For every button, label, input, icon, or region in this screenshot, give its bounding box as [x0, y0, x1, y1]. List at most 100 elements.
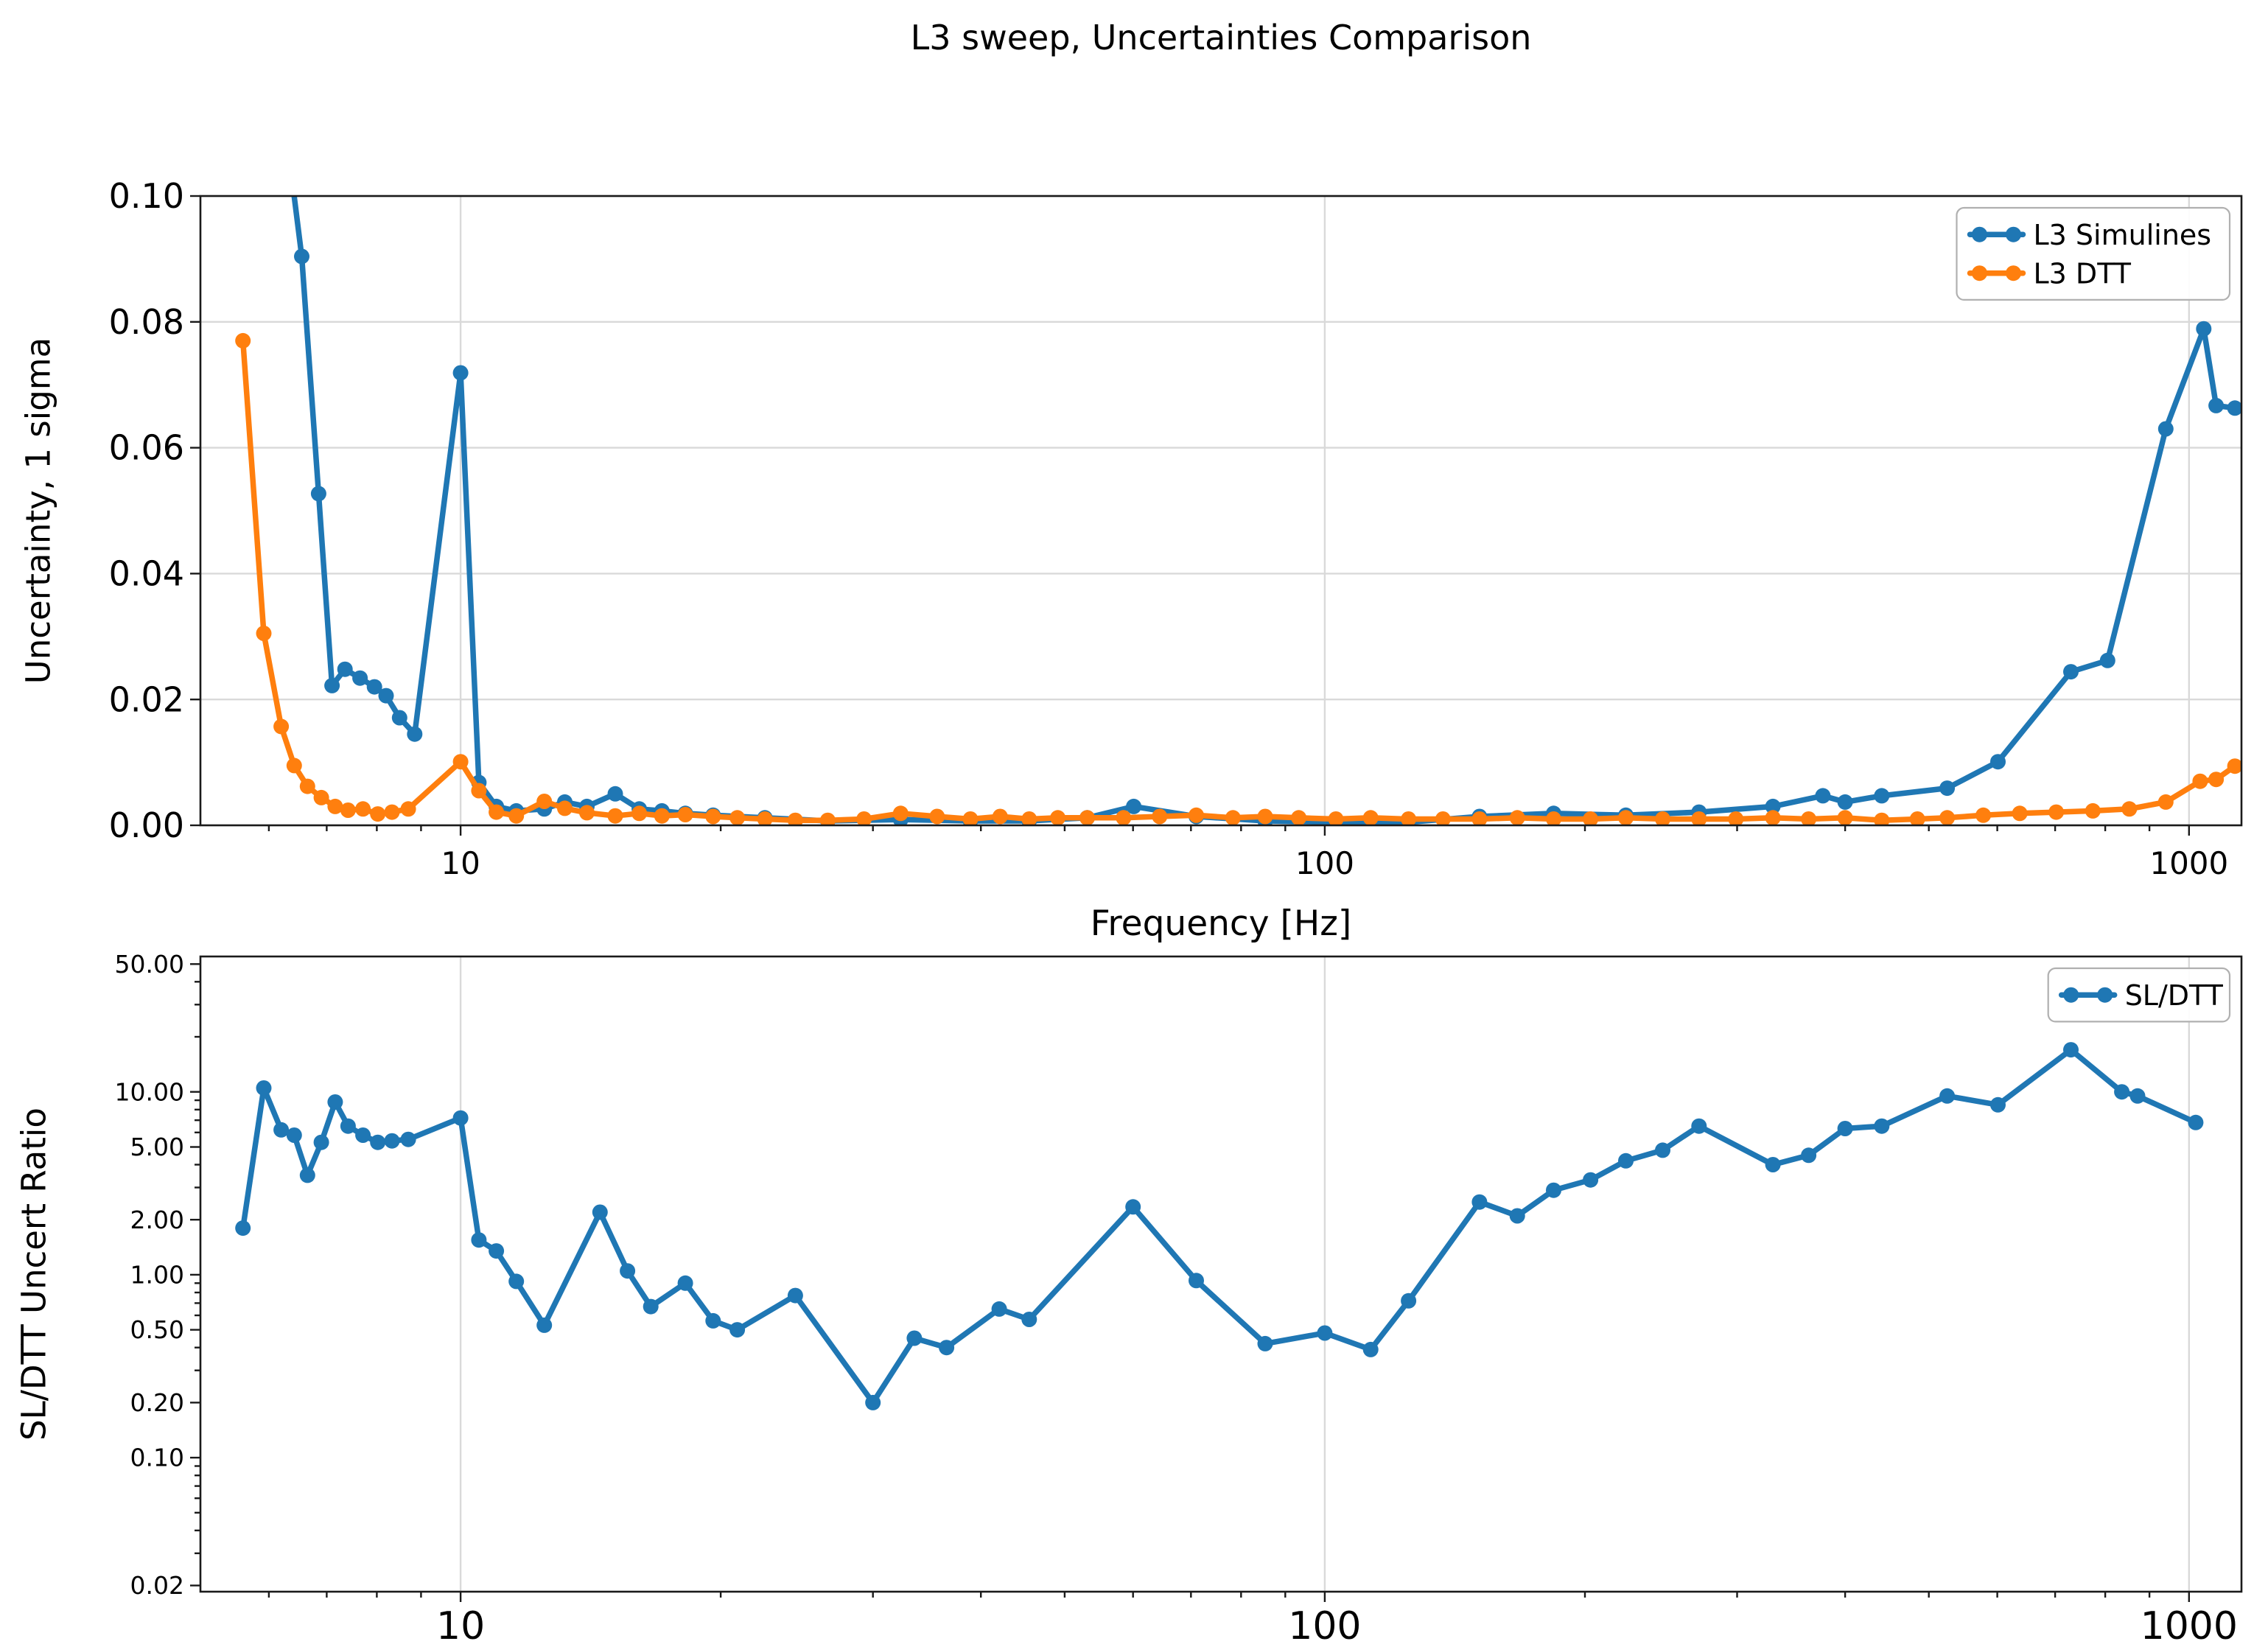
data-point — [378, 688, 394, 704]
data-point — [1125, 1199, 1141, 1215]
data-point — [2196, 321, 2212, 337]
svg-text:0.02: 0.02 — [130, 1571, 184, 1600]
data-point — [1618, 810, 1634, 825]
gridlines — [200, 195, 2241, 827]
data-point — [370, 806, 386, 822]
data-point — [489, 1243, 505, 1259]
data-point — [400, 1131, 416, 1147]
data-point — [327, 798, 343, 814]
data-point — [677, 807, 693, 822]
svg-text:10: 10 — [436, 1604, 485, 1644]
top-chart-svg: 10 100 1000 0.00 0.02 0.04 0.06 0.08 0.10 L3 Simu… — [109, 176, 2243, 881]
svg-text:0.10: 0.10 — [130, 1444, 184, 1472]
data-point — [313, 1134, 329, 1150]
data-point — [1471, 1194, 1488, 1210]
data-point — [1401, 811, 1417, 825]
series-l3-simulines — [291, 196, 2241, 825]
data-point — [1618, 1152, 1634, 1169]
svg-text:1000: 1000 — [2149, 845, 2228, 881]
y-tick-labels: 0.00 0.02 0.04 0.06 0.08 0.10 — [109, 176, 184, 845]
data-point — [654, 808, 670, 824]
data-point — [1225, 810, 1241, 825]
data-point — [256, 626, 272, 641]
gridlines — [459, 956, 2191, 1592]
svg-text:0.04: 0.04 — [109, 554, 184, 594]
data-point — [337, 661, 353, 677]
data-point — [1583, 811, 1599, 825]
data-point — [1189, 807, 1204, 823]
data-point — [471, 1232, 487, 1248]
svg-text:0.02: 0.02 — [109, 679, 184, 719]
data-point — [1021, 1312, 1037, 1327]
svg-text:0.10: 0.10 — [109, 176, 184, 216]
legend-label: L3 DTT — [2034, 257, 2132, 290]
data-point — [1317, 1325, 1333, 1341]
data-point — [294, 248, 309, 265]
svg-text:100: 100 — [1288, 1604, 1361, 1644]
legend-label: L3 Simulines — [2034, 219, 2212, 251]
data-point — [677, 1275, 693, 1291]
data-point — [856, 811, 872, 825]
data-point — [1939, 780, 1956, 797]
data-point — [508, 1273, 525, 1290]
data-point — [579, 805, 595, 821]
data-point — [340, 1118, 356, 1134]
svg-text:50.00: 50.00 — [115, 950, 184, 979]
data-point — [536, 794, 553, 809]
data-point — [1939, 810, 1956, 825]
data-point — [757, 811, 773, 825]
data-point — [1765, 810, 1781, 825]
data-point — [1435, 811, 1451, 825]
data-point — [1801, 811, 1817, 825]
data-point — [2208, 772, 2225, 788]
data-point — [705, 808, 721, 825]
data-point — [2121, 801, 2138, 817]
data-point — [2099, 652, 2115, 668]
data-point — [1257, 808, 1273, 825]
svg-text:2.00: 2.00 — [130, 1206, 184, 1234]
data-point — [929, 808, 945, 825]
data-point — [508, 808, 525, 824]
figure-title: L3 sweep, Uncertainties Comparison — [910, 18, 1532, 57]
data-point — [452, 754, 469, 770]
series-l3-dtt — [235, 332, 2241, 825]
data-point — [1691, 1118, 1707, 1134]
data-point — [939, 1340, 955, 1356]
data-point — [384, 804, 400, 820]
data-point — [366, 679, 382, 695]
data-point — [489, 804, 505, 820]
svg-text:0.50: 0.50 — [130, 1315, 184, 1344]
data-point — [340, 802, 356, 818]
svg-text:0.06: 0.06 — [109, 428, 184, 468]
data-point — [2063, 1042, 2079, 1058]
data-point — [1583, 1172, 1599, 1188]
legend: L3 Simulines L3 DTT — [1956, 206, 2231, 301]
x-tick-labels: 10 100 1000 — [436, 1604, 2238, 1644]
data-point — [992, 808, 1008, 825]
data-point — [407, 726, 423, 742]
frequency-axis-label: Frequency [Hz] — [1090, 903, 1352, 944]
y-tick-labels: 50.00 10.00 5.00 2.00 1.00 0.50 0.20 0.10 0.02 — [115, 950, 184, 1600]
data-point — [991, 1301, 1007, 1317]
data-point — [1939, 1088, 1956, 1104]
data-point — [1546, 1182, 1561, 1198]
data-point — [471, 783, 487, 799]
data-point — [452, 1110, 469, 1126]
data-point — [592, 1204, 608, 1220]
data-point — [273, 1122, 290, 1138]
data-point — [1401, 1293, 1417, 1309]
data-point — [787, 1287, 803, 1304]
data-point — [1874, 812, 1890, 825]
data-point — [235, 332, 251, 349]
bottom-chart-svg: 10 100 1000 50.00 10.00 5.00 2.00 1.00 0.50 0.20 0… — [115, 950, 2243, 1644]
data-point — [370, 1134, 386, 1150]
data-point — [299, 1167, 315, 1183]
plot-frame — [199, 955, 2243, 1593]
data-point — [620, 1263, 636, 1279]
data-point — [2157, 794, 2174, 810]
data-point — [452, 365, 469, 381]
data-point — [1509, 810, 1525, 825]
data-point — [1874, 788, 1890, 804]
svg-text:0.20: 0.20 — [130, 1388, 184, 1417]
data-point — [729, 810, 746, 825]
